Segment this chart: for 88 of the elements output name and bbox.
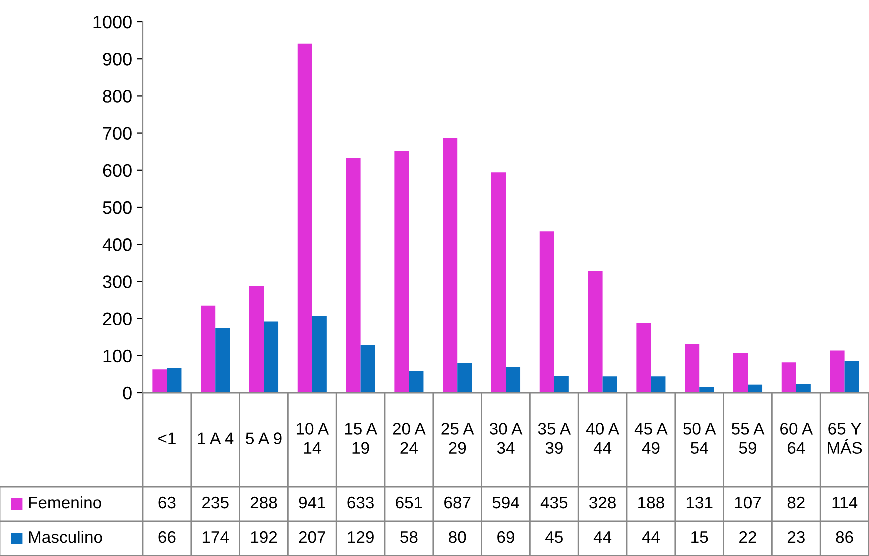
y-tick-label: 200	[103, 312, 132, 326]
data-label: 22	[740, 531, 756, 544]
bar	[540, 232, 554, 393]
x-tick-label: 15 A 19	[345, 423, 378, 454]
bar	[216, 328, 230, 393]
data-label: 45	[546, 532, 563, 544]
bar	[264, 322, 279, 393]
x-tick-label: <1	[158, 432, 176, 444]
data-label: 80	[449, 531, 466, 544]
bar	[249, 286, 264, 393]
bar	[700, 387, 714, 393]
bar	[636, 323, 652, 393]
bar	[409, 371, 424, 393]
legend-label: Femenino	[29, 496, 102, 509]
data-label: 941	[299, 496, 326, 509]
legend-label: Masculino	[29, 530, 102, 544]
data-label: 288	[250, 496, 278, 509]
x-tick-label: 35 A 39	[538, 423, 572, 454]
x-tick-label: 25 A 29	[442, 423, 474, 454]
bar	[782, 362, 796, 393]
bar	[167, 368, 182, 393]
bar	[312, 316, 327, 393]
data-label: 131	[686, 496, 713, 509]
data-label: 23	[788, 531, 805, 544]
data-label: 69	[498, 531, 514, 544]
x-tick-label: 5 A 9	[246, 432, 282, 444]
data-label: 15	[692, 532, 708, 544]
y-tick-label: 700	[103, 127, 132, 140]
bar	[458, 363, 472, 393]
y-tick-label: 600	[103, 164, 132, 178]
data-label: 86	[836, 531, 854, 544]
y-tick-label: 800	[103, 90, 132, 103]
data-label: 188	[638, 496, 664, 509]
bar	[685, 344, 700, 393]
x-tick-label: 1 A 4	[198, 432, 234, 444]
bar	[830, 350, 845, 393]
bar	[360, 345, 376, 393]
y-tick-label: 300	[103, 276, 132, 288]
data-label: 66	[158, 531, 176, 544]
bar	[201, 306, 216, 393]
data-label: 207	[299, 531, 326, 544]
bar	[152, 370, 168, 393]
data-label: 63	[158, 496, 176, 509]
data-label: 114	[832, 497, 858, 509]
y-tick-label: 900	[103, 53, 132, 66]
data-label: 651	[396, 496, 422, 509]
data-label: 192	[251, 531, 278, 544]
bar	[796, 384, 811, 393]
bar	[394, 151, 410, 393]
bar	[346, 158, 361, 393]
x-tick-label: 30 A 34	[490, 423, 523, 454]
data-label: 129	[348, 531, 374, 544]
x-tick-label: 20 A 24	[393, 423, 426, 454]
data-label: 435	[540, 496, 568, 509]
x-tick-label: 65 Y MÁS	[828, 423, 862, 454]
data-label: 594	[492, 496, 520, 509]
y-tick-label: 1000	[94, 16, 132, 29]
data-label: 633	[348, 496, 374, 509]
y-tick-label: 0	[123, 386, 132, 400]
bar	[844, 361, 860, 393]
data-label: 687	[444, 496, 471, 509]
x-tick-label: 10 A 14	[296, 423, 330, 454]
bar	[748, 384, 763, 393]
bar	[506, 367, 521, 393]
bar	[588, 271, 603, 393]
data-label: 44	[642, 532, 660, 544]
bar	[554, 376, 569, 393]
data-label: 82	[788, 496, 805, 509]
y-tick-label: 100	[104, 350, 132, 363]
bar	[298, 44, 312, 393]
data-label: 174	[202, 532, 230, 544]
bar	[491, 172, 506, 393]
data-label: 44	[594, 532, 612, 544]
data-label: 235	[202, 496, 229, 509]
data-label: 58	[400, 531, 418, 544]
bar	[651, 376, 666, 393]
y-tick-label: 400	[102, 238, 132, 252]
x-tick-label: 40 A 44	[586, 423, 620, 454]
x-tick-label: 55 A 59	[732, 423, 765, 454]
y-tick-label: 500	[103, 201, 132, 214]
x-tick-label: 50 A 54	[684, 423, 716, 454]
x-tick-label: 45 A 49	[634, 423, 668, 454]
bar	[443, 138, 458, 393]
bar	[602, 376, 618, 393]
bar	[733, 353, 748, 393]
data-label: 107	[735, 496, 762, 509]
x-tick-label: 60 A 64	[780, 423, 814, 454]
data-label: 328	[590, 496, 616, 509]
